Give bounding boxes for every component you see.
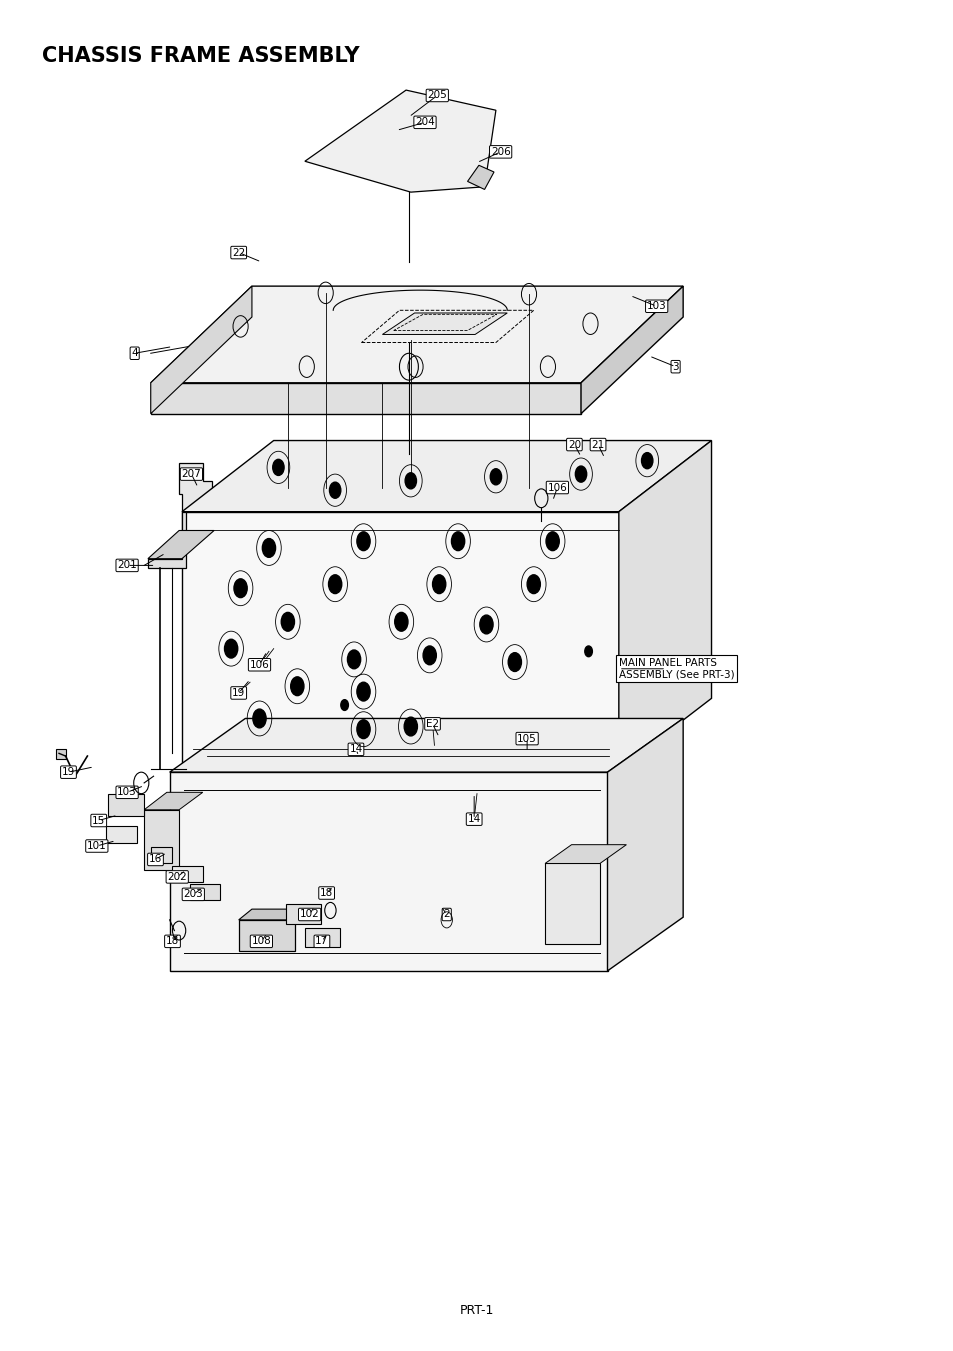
Text: 201: 201 (117, 561, 137, 570)
Polygon shape (238, 920, 295, 951)
Text: 15: 15 (92, 816, 105, 825)
Text: 106: 106 (250, 659, 269, 670)
Circle shape (328, 574, 341, 593)
Text: 106: 106 (547, 482, 567, 493)
Text: 207: 207 (181, 469, 201, 480)
Text: 202: 202 (167, 871, 187, 882)
Polygon shape (580, 286, 682, 413)
Circle shape (508, 653, 521, 671)
Circle shape (329, 482, 340, 499)
Polygon shape (106, 825, 136, 843)
Text: 20: 20 (567, 439, 580, 450)
Text: PRT-1: PRT-1 (459, 1304, 494, 1317)
Text: MAIN PANEL PARTS
ASSEMBLY (See PRT-3): MAIN PANEL PARTS ASSEMBLY (See PRT-3) (618, 658, 734, 680)
Circle shape (233, 578, 247, 597)
Text: 18: 18 (319, 888, 333, 898)
Circle shape (490, 469, 501, 485)
Text: 22: 22 (232, 247, 245, 258)
Polygon shape (305, 91, 496, 192)
Polygon shape (544, 844, 626, 863)
Polygon shape (170, 773, 607, 971)
Polygon shape (212, 809, 267, 924)
Polygon shape (170, 719, 682, 773)
Polygon shape (151, 382, 580, 413)
Circle shape (575, 466, 586, 482)
Polygon shape (280, 809, 335, 924)
Polygon shape (416, 809, 471, 924)
Circle shape (404, 717, 417, 736)
Text: 102: 102 (299, 909, 319, 920)
Circle shape (356, 720, 370, 739)
Polygon shape (544, 447, 582, 457)
Text: 19: 19 (232, 688, 245, 698)
Text: CHASSIS FRAME ASSEMBLY: CHASSIS FRAME ASSEMBLY (42, 46, 359, 66)
Polygon shape (151, 286, 682, 382)
Text: 17: 17 (314, 936, 328, 946)
Text: 205: 205 (427, 91, 447, 100)
Polygon shape (182, 440, 711, 512)
Polygon shape (286, 904, 320, 924)
Text: E2: E2 (426, 719, 438, 728)
Text: 3: 3 (672, 362, 679, 372)
Text: 18: 18 (166, 936, 179, 946)
Polygon shape (607, 719, 682, 971)
Polygon shape (151, 286, 252, 413)
Polygon shape (148, 512, 186, 567)
Polygon shape (182, 512, 618, 770)
Circle shape (422, 646, 436, 665)
Circle shape (224, 639, 237, 658)
Circle shape (281, 612, 294, 631)
Circle shape (262, 539, 275, 558)
Polygon shape (144, 809, 179, 870)
Polygon shape (544, 863, 599, 944)
Circle shape (405, 473, 416, 489)
Text: 206: 206 (490, 147, 510, 157)
Text: 14: 14 (467, 815, 480, 824)
Text: 19: 19 (62, 767, 75, 777)
Polygon shape (151, 847, 172, 863)
Polygon shape (56, 750, 66, 759)
Text: 21: 21 (591, 439, 604, 450)
Circle shape (356, 682, 370, 701)
Polygon shape (144, 792, 203, 809)
Text: 4: 4 (132, 349, 138, 358)
Polygon shape (148, 531, 213, 559)
Text: 2: 2 (443, 909, 450, 920)
Text: 103: 103 (646, 301, 666, 311)
Text: 204: 204 (415, 118, 435, 127)
Circle shape (356, 532, 370, 551)
Circle shape (291, 677, 304, 696)
Polygon shape (382, 313, 507, 335)
Circle shape (340, 700, 348, 711)
Circle shape (432, 574, 445, 593)
Circle shape (451, 532, 464, 551)
Circle shape (545, 532, 558, 551)
Circle shape (395, 612, 408, 631)
Text: 108: 108 (252, 936, 271, 946)
Polygon shape (305, 928, 339, 947)
Circle shape (584, 646, 592, 657)
Polygon shape (467, 165, 494, 189)
Polygon shape (238, 909, 309, 920)
Polygon shape (348, 809, 403, 924)
Circle shape (640, 453, 652, 469)
Text: 101: 101 (87, 842, 107, 851)
Circle shape (479, 615, 493, 634)
Polygon shape (190, 884, 219, 900)
Circle shape (273, 459, 284, 476)
Polygon shape (179, 463, 212, 512)
Circle shape (347, 650, 360, 669)
Text: 103: 103 (117, 788, 137, 797)
Circle shape (253, 709, 266, 728)
Polygon shape (484, 809, 538, 924)
Polygon shape (108, 793, 144, 816)
Polygon shape (172, 866, 203, 882)
Circle shape (527, 574, 539, 593)
Text: 203: 203 (183, 889, 203, 900)
Polygon shape (618, 440, 711, 770)
Text: 105: 105 (517, 734, 537, 743)
Text: 16: 16 (149, 854, 162, 865)
Text: 14: 14 (349, 744, 362, 754)
